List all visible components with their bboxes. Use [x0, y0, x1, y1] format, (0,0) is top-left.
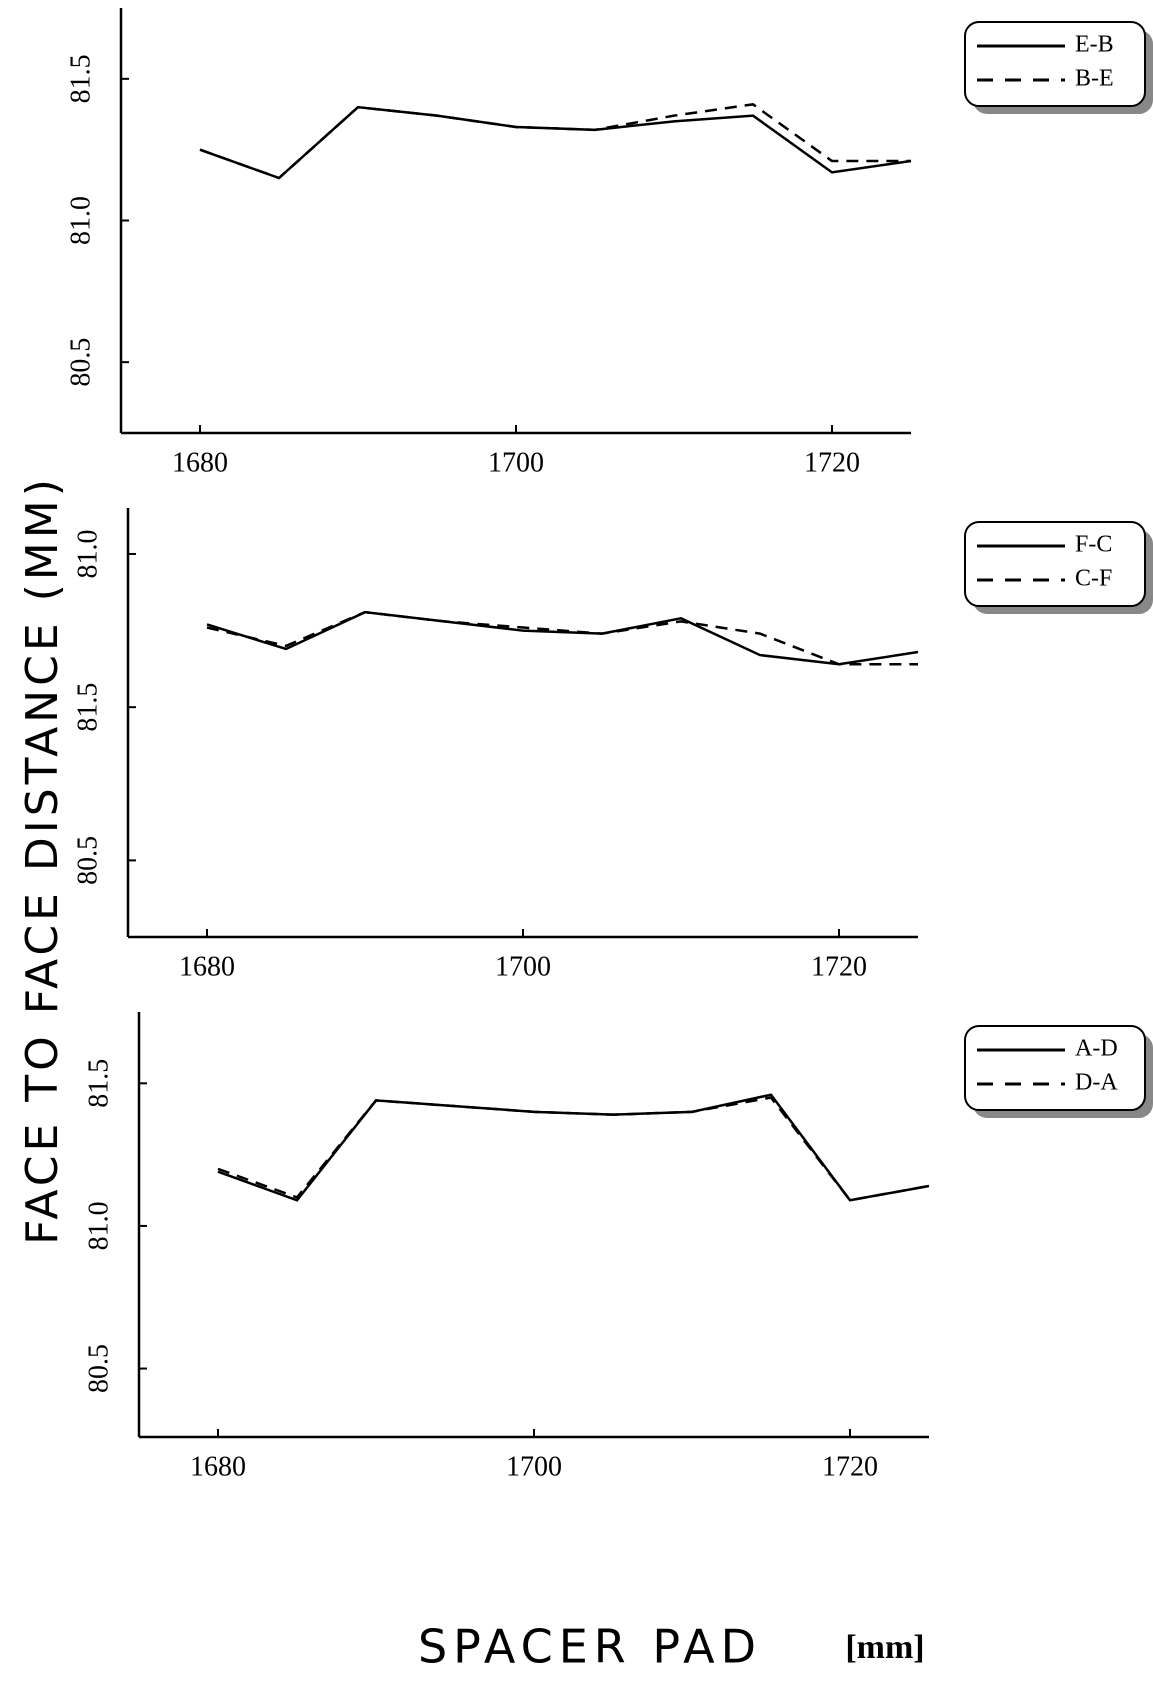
series-line — [199, 105, 912, 180]
x-tick-label: 1700 — [488, 447, 544, 478]
y-tick-label: 81.5 — [83, 1059, 114, 1108]
y-axis-label: FACE TO FACE DISTANCE (MM) — [17, 475, 68, 1245]
legend-box — [964, 21, 1146, 107]
x-tick-label: 1720 — [811, 951, 867, 982]
y-tick-label: 81.0 — [72, 529, 103, 578]
x-tick-label: 1680 — [172, 447, 228, 478]
legend-label: F-C — [1075, 532, 1112, 558]
legend-label: E-B — [1075, 32, 1114, 58]
x-tick-label: 1720 — [804, 447, 860, 478]
x-tick-label: 1700 — [495, 951, 551, 982]
y-tick-label: 80.5 — [65, 338, 96, 387]
legend-box — [964, 1025, 1146, 1111]
series-line — [217, 1093, 930, 1202]
x-tick-label: 1720 — [822, 1451, 878, 1482]
series-line — [206, 610, 919, 666]
legend-label: B-E — [1075, 66, 1114, 92]
x-axis-label: SPACER PAD — [418, 1620, 762, 1674]
x-tick-label: 1700 — [506, 1451, 562, 1482]
y-tick-label: 80.5 — [83, 1344, 114, 1393]
legend-box — [964, 521, 1146, 607]
y-tick-label: 80.5 — [72, 836, 103, 885]
legend-label: A-D — [1075, 1036, 1118, 1062]
series-line — [217, 1096, 930, 1202]
legend-label: D-A — [1075, 1070, 1118, 1096]
x-tick-label: 1680 — [179, 951, 235, 982]
y-tick-label: 81.0 — [65, 196, 96, 245]
legend-label: C-F — [1075, 566, 1112, 592]
series-line — [206, 610, 918, 666]
y-tick-label: 81.0 — [83, 1201, 114, 1250]
y-tick-label: 81.5 — [65, 54, 96, 103]
series-line — [199, 103, 911, 180]
x-axis-unit: [mm] — [845, 1629, 924, 1666]
y-tick-label: 81.5 — [72, 683, 103, 732]
x-tick-label: 1680 — [190, 1451, 246, 1482]
